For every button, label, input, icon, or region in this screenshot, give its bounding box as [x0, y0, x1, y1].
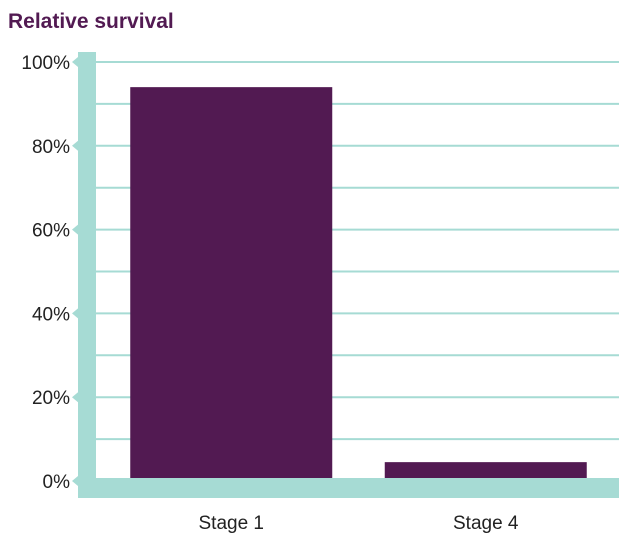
y-tick-mark: [72, 476, 78, 486]
axes: [72, 52, 619, 498]
x-tick-label: Stage 4: [453, 513, 519, 534]
y-axis: [78, 52, 96, 498]
x-tick-label: Stage 1: [199, 513, 265, 534]
y-tick-label: 0%: [43, 472, 71, 493]
bars: [130, 87, 587, 478]
y-tick-mark: [72, 392, 78, 403]
bar-stage-1: [130, 87, 333, 478]
y-tick-label: 100%: [21, 53, 70, 74]
labels: 0% 20% 40% 60% 80% 100% Stage 1 Stage 4: [21, 53, 519, 534]
x-axis: [78, 478, 619, 498]
y-tick-label: 40%: [32, 304, 70, 325]
y-tick-label: 80%: [32, 137, 70, 158]
y-tick-mark: [72, 57, 78, 67]
bar-stage-4: [384, 462, 587, 478]
chart-title: Relative survival: [8, 10, 174, 33]
y-tick-mark: [72, 140, 78, 151]
y-tick-mark: [72, 224, 78, 235]
y-tick-label: 20%: [32, 388, 70, 409]
y-tick-mark: [72, 308, 78, 319]
y-tick-label: 60%: [32, 221, 70, 242]
